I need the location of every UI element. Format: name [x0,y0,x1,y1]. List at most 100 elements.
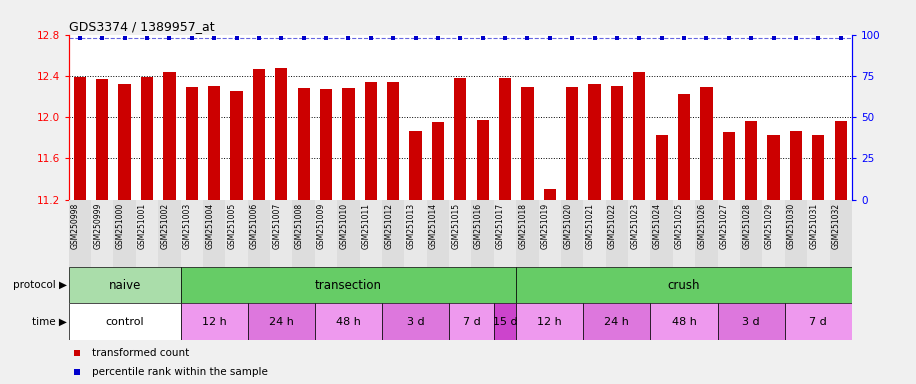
Bar [517,267,852,303]
Bar [449,200,472,267]
Text: percentile rank within the sample: percentile rank within the sample [93,367,268,377]
Bar [382,303,449,340]
Bar [180,267,517,303]
Bar [740,200,762,267]
Bar [785,303,852,340]
Bar [365,82,377,200]
Text: 15 d: 15 d [493,316,518,327]
Text: GSM251022: GSM251022 [608,203,617,249]
Bar [650,303,717,340]
Text: crush: crush [668,279,701,291]
Bar [494,200,517,267]
Bar [315,303,382,340]
Bar [427,200,449,267]
Text: 12 h: 12 h [202,316,226,327]
Bar [136,200,158,267]
Bar [539,200,561,267]
Bar [163,72,176,200]
Text: GSM251008: GSM251008 [295,203,303,249]
Bar [91,200,114,267]
Bar [382,200,404,267]
Bar [69,200,91,267]
Text: control: control [105,316,144,327]
Text: naive: naive [108,279,141,291]
Text: transformed count: transformed count [93,348,190,358]
Bar [695,200,717,267]
Text: GSM251012: GSM251012 [384,203,393,249]
Bar [247,200,270,267]
Bar [499,78,511,200]
Text: GSM251015: GSM251015 [452,203,460,249]
Text: GSM251026: GSM251026 [697,203,706,249]
Bar [812,135,824,200]
Text: GSM250999: GSM250999 [93,203,103,250]
Bar [315,200,337,267]
Bar [208,86,221,200]
Bar [298,88,310,200]
Text: GSM251024: GSM251024 [653,203,661,249]
Text: GSM251005: GSM251005 [227,203,236,249]
Bar [517,303,583,340]
Text: GSM251009: GSM251009 [317,203,326,249]
Bar [118,84,131,200]
Text: 3 d: 3 d [407,316,424,327]
Bar [517,200,539,267]
Bar [387,82,399,200]
Bar [543,189,556,200]
Text: GSM251021: GSM251021 [585,203,594,249]
Text: 7 d: 7 d [810,316,827,327]
Bar [186,87,198,200]
Bar [807,200,830,267]
Bar [141,77,153,200]
Bar [583,200,605,267]
Bar [476,120,489,200]
Bar [628,200,650,267]
Text: GSM251001: GSM251001 [138,203,147,249]
Bar [454,78,466,200]
Bar [409,131,421,200]
Bar [431,122,444,200]
Bar [69,267,180,303]
Text: 24 h: 24 h [605,316,629,327]
Bar [633,72,646,200]
Text: GSM251029: GSM251029 [765,203,773,249]
Text: GSM251007: GSM251007 [272,203,281,249]
Bar [449,303,494,340]
Bar [114,200,136,267]
Text: GSM251032: GSM251032 [832,203,841,249]
Text: GSM251014: GSM251014 [429,203,438,249]
Bar [337,200,360,267]
Bar [673,200,695,267]
Text: 7 d: 7 d [463,316,480,327]
Text: GDS3374 / 1389957_at: GDS3374 / 1389957_at [69,20,214,33]
Bar [611,86,623,200]
Text: GSM251031: GSM251031 [810,203,818,249]
Bar [605,200,628,267]
Text: 24 h: 24 h [268,316,294,327]
Text: GSM251003: GSM251003 [183,203,191,249]
Bar [203,200,225,267]
Text: GSM251016: GSM251016 [474,203,483,249]
Bar [69,303,180,340]
Bar [588,84,601,200]
Text: 3 d: 3 d [742,316,760,327]
Bar [270,200,292,267]
Text: GSM251011: GSM251011 [362,203,371,249]
Bar [678,94,691,200]
Text: GSM250998: GSM250998 [71,203,80,249]
Bar [762,200,785,267]
Bar [73,77,86,200]
Text: GSM251020: GSM251020 [563,203,572,249]
Bar [320,89,333,200]
Bar [494,303,517,340]
Text: GSM251002: GSM251002 [160,203,169,249]
Text: 48 h: 48 h [336,316,361,327]
Text: GSM251017: GSM251017 [496,203,505,249]
Text: GSM251028: GSM251028 [742,203,751,249]
Bar [561,200,583,267]
Bar [253,69,265,200]
Bar [343,88,354,200]
Bar [292,200,315,267]
Text: GSM251004: GSM251004 [205,203,214,249]
Bar [230,91,243,200]
